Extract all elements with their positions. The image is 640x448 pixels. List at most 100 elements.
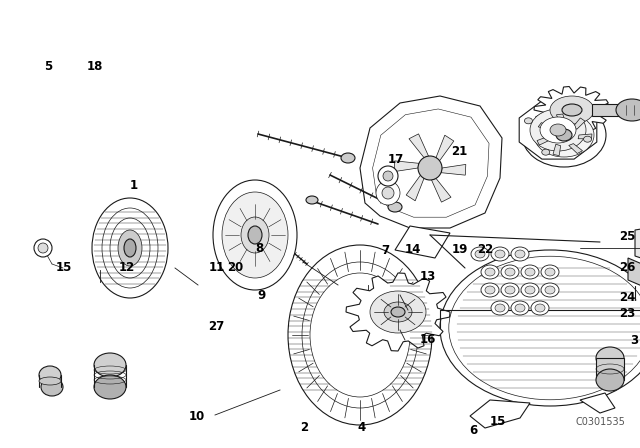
Ellipse shape [110, 218, 150, 278]
Polygon shape [394, 161, 419, 172]
Ellipse shape [530, 109, 586, 151]
Ellipse shape [378, 166, 398, 186]
Ellipse shape [41, 378, 63, 396]
Ellipse shape [388, 202, 402, 212]
Ellipse shape [550, 124, 566, 136]
Ellipse shape [505, 286, 515, 294]
Ellipse shape [491, 247, 509, 261]
Ellipse shape [34, 239, 52, 257]
Text: 14: 14 [404, 242, 421, 256]
Text: 25: 25 [620, 230, 636, 243]
Ellipse shape [306, 196, 318, 204]
Ellipse shape [39, 377, 61, 385]
Ellipse shape [102, 208, 158, 288]
Polygon shape [592, 104, 640, 116]
Ellipse shape [384, 302, 412, 322]
Ellipse shape [241, 217, 269, 253]
Text: 2: 2 [300, 421, 308, 435]
Ellipse shape [596, 347, 624, 369]
Ellipse shape [370, 291, 426, 333]
Polygon shape [406, 175, 424, 201]
Polygon shape [580, 393, 615, 413]
Ellipse shape [485, 268, 495, 276]
Polygon shape [635, 226, 640, 266]
Ellipse shape [550, 96, 594, 124]
Ellipse shape [525, 286, 535, 294]
Ellipse shape [501, 283, 519, 297]
Text: 15: 15 [490, 414, 506, 428]
Text: 26: 26 [620, 261, 636, 275]
Text: 23: 23 [620, 307, 636, 320]
Ellipse shape [531, 301, 549, 315]
Polygon shape [628, 258, 640, 286]
Ellipse shape [562, 104, 582, 116]
Ellipse shape [541, 265, 559, 279]
Text: 1: 1 [129, 179, 138, 193]
Ellipse shape [522, 103, 606, 167]
Ellipse shape [545, 268, 555, 276]
Ellipse shape [38, 243, 48, 253]
Text: 18: 18 [86, 60, 103, 73]
Polygon shape [534, 86, 610, 134]
Polygon shape [556, 114, 566, 124]
Ellipse shape [501, 265, 519, 279]
Text: 8: 8 [255, 242, 263, 255]
Ellipse shape [515, 250, 525, 258]
Text: 22: 22 [477, 242, 493, 256]
Ellipse shape [566, 105, 574, 111]
Ellipse shape [418, 156, 442, 180]
Text: 15: 15 [56, 261, 72, 275]
Text: 13: 13 [419, 270, 436, 284]
Ellipse shape [541, 149, 550, 155]
Ellipse shape [213, 180, 297, 290]
Ellipse shape [596, 369, 624, 391]
Ellipse shape [383, 171, 393, 181]
Ellipse shape [391, 307, 405, 317]
Polygon shape [519, 101, 597, 159]
Ellipse shape [534, 113, 594, 157]
Text: 17: 17 [387, 152, 404, 166]
Ellipse shape [310, 273, 410, 397]
Ellipse shape [118, 230, 142, 266]
Ellipse shape [524, 118, 532, 124]
Ellipse shape [248, 226, 262, 244]
Text: 19: 19 [451, 242, 468, 256]
Ellipse shape [471, 247, 489, 261]
Text: 5: 5 [44, 60, 52, 73]
Ellipse shape [556, 129, 572, 141]
Ellipse shape [540, 117, 576, 143]
Ellipse shape [545, 286, 555, 294]
Ellipse shape [39, 366, 61, 384]
Ellipse shape [222, 192, 288, 278]
Ellipse shape [521, 283, 539, 297]
Text: C0301535: C0301535 [575, 417, 625, 427]
Text: 27: 27 [208, 319, 225, 333]
Ellipse shape [584, 136, 591, 142]
Ellipse shape [475, 250, 485, 258]
Ellipse shape [525, 268, 535, 276]
Ellipse shape [94, 353, 126, 377]
Polygon shape [537, 136, 550, 145]
Polygon shape [596, 358, 624, 380]
Ellipse shape [288, 245, 432, 425]
Text: 4: 4 [358, 421, 365, 435]
Text: 12: 12 [118, 261, 135, 275]
Ellipse shape [94, 375, 126, 399]
Ellipse shape [481, 283, 499, 297]
Text: 16: 16 [419, 333, 436, 346]
Ellipse shape [495, 250, 505, 258]
Ellipse shape [302, 262, 418, 408]
Polygon shape [578, 134, 592, 139]
Ellipse shape [535, 304, 545, 312]
Polygon shape [360, 96, 502, 228]
Ellipse shape [376, 181, 400, 205]
Ellipse shape [505, 268, 515, 276]
Polygon shape [569, 144, 582, 154]
Ellipse shape [541, 283, 559, 297]
Polygon shape [573, 118, 585, 129]
Polygon shape [431, 178, 451, 202]
Text: 20: 20 [227, 261, 244, 275]
Ellipse shape [616, 99, 640, 121]
Text: 11: 11 [208, 261, 225, 275]
Text: 10: 10 [189, 410, 205, 423]
